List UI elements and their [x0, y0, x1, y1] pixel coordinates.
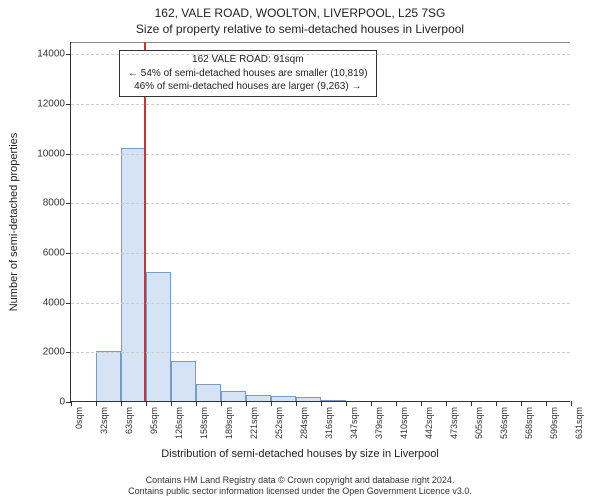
histogram-bar [196, 384, 221, 401]
x-tick-mark [196, 401, 197, 406]
histogram-bar [271, 396, 296, 401]
x-tick-mark [546, 401, 547, 406]
histogram-bar [171, 361, 196, 401]
y-tick-label: 14000 [37, 49, 65, 60]
x-tick-label: 379sqm [374, 407, 384, 439]
histogram-bar [221, 391, 246, 401]
histogram-bar [321, 400, 346, 401]
x-tick-mark [296, 401, 297, 406]
annotation-box: 162 VALE ROAD: 91sqm ← 54% of semi-detac… [119, 50, 377, 97]
x-tick-label: 284sqm [299, 407, 309, 439]
histogram-bar [296, 397, 321, 401]
x-tick-mark [446, 401, 447, 406]
x-tick-mark [571, 401, 572, 406]
y-tick-mark [66, 352, 71, 353]
x-tick-mark [421, 401, 422, 406]
y-tick-label: 10000 [37, 148, 65, 159]
x-tick-mark [321, 401, 322, 406]
x-tick-mark [471, 401, 472, 406]
x-tick-label: 347sqm [349, 407, 359, 439]
y-tick-mark [66, 104, 71, 105]
x-tick-mark [371, 401, 372, 406]
y-tick-mark [66, 303, 71, 304]
y-tick-mark [66, 54, 71, 55]
x-tick-mark [346, 401, 347, 406]
x-tick-label: 631sqm [574, 407, 584, 439]
x-tick-label: 568sqm [524, 407, 534, 439]
y-gridline [71, 104, 570, 105]
x-tick-mark [146, 401, 147, 406]
chart-title-sub: Size of property relative to semi-detach… [0, 22, 600, 36]
y-tick-label: 2000 [43, 347, 65, 358]
chart-title-main: 162, VALE ROAD, WOOLTON, LIVERPOOL, L25 … [0, 6, 600, 20]
y-gridline [71, 352, 570, 353]
x-tick-label: 32sqm [99, 407, 109, 434]
histogram-bar [246, 395, 271, 401]
x-tick-label: 316sqm [324, 407, 334, 439]
x-tick-label: 442sqm [424, 407, 434, 439]
x-tick-label: 0sqm [74, 407, 84, 429]
footer-line1: Contains HM Land Registry data © Crown c… [0, 475, 600, 487]
x-tick-mark [171, 401, 172, 406]
x-tick-mark [121, 401, 122, 406]
x-tick-label: 95sqm [149, 407, 159, 434]
x-tick-label: 505sqm [474, 407, 484, 439]
y-gridline [71, 203, 570, 204]
footer-line2: Contains public sector information licen… [0, 486, 600, 498]
x-tick-mark [396, 401, 397, 406]
x-tick-label: 536sqm [499, 407, 509, 439]
y-gridline [71, 154, 570, 155]
y-tick-mark [66, 154, 71, 155]
histogram-bar [146, 272, 171, 401]
x-tick-label: 410sqm [399, 407, 409, 439]
x-tick-label: 158sqm [199, 407, 209, 439]
histogram-bar [96, 351, 121, 401]
x-tick-mark [246, 401, 247, 406]
x-tick-label: 599sqm [549, 407, 559, 439]
x-tick-mark [496, 401, 497, 406]
x-axis-label: Distribution of semi-detached houses by … [0, 448, 600, 460]
y-tick-label: 0 [59, 397, 65, 408]
x-tick-mark [96, 401, 97, 406]
y-tick-label: 6000 [43, 248, 65, 259]
x-tick-label: 189sqm [224, 407, 234, 439]
plot-area: 162 VALE ROAD: 91sqm ← 54% of semi-detac… [70, 42, 570, 402]
x-tick-label: 473sqm [449, 407, 459, 439]
y-tick-mark [66, 203, 71, 204]
y-tick-mark [66, 253, 71, 254]
x-tick-label: 252sqm [274, 407, 284, 439]
y-gridline [71, 303, 570, 304]
y-gridline [71, 54, 570, 55]
x-tick-label: 126sqm [174, 407, 184, 439]
x-tick-mark [521, 401, 522, 406]
x-tick-label: 221sqm [249, 407, 259, 439]
x-tick-label: 63sqm [124, 407, 134, 434]
y-tick-label: 12000 [37, 99, 65, 110]
y-axis-label: Number of semi-detached properties [8, 133, 20, 312]
y-gridline [71, 253, 570, 254]
y-tick-label: 8000 [43, 198, 65, 209]
histogram-bar [121, 148, 146, 401]
x-tick-mark [71, 401, 72, 406]
y-tick-label: 4000 [43, 297, 65, 308]
annotation-line3: 46% of semi-detached houses are larger (… [128, 80, 368, 94]
x-tick-mark [271, 401, 272, 406]
annotation-line2: ← 54% of semi-detached houses are smalle… [128, 67, 368, 81]
footer-attribution: Contains HM Land Registry data © Crown c… [0, 475, 600, 498]
x-tick-mark [221, 401, 222, 406]
